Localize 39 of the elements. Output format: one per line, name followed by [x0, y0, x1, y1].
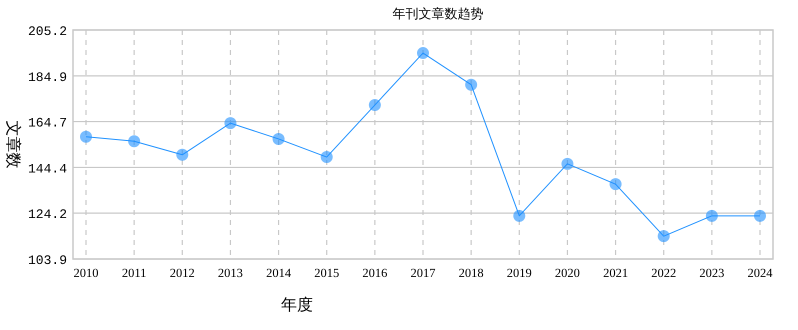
- point: [176, 148, 188, 161]
- point: [658, 230, 670, 242]
- point: [272, 132, 285, 145]
- point: [465, 78, 478, 91]
- x-tick-label: 2014: [266, 266, 292, 280]
- x-tick-label: 2016: [362, 266, 388, 280]
- point: [128, 135, 140, 148]
- x-tick-label: 2021: [603, 266, 628, 280]
- point: [224, 117, 236, 130]
- point: [754, 210, 766, 222]
- x-tick-label: 2015: [314, 266, 340, 280]
- y-tick-label: 144.4: [28, 161, 68, 176]
- point: [513, 210, 526, 222]
- y-tick-label: 184.9: [28, 70, 67, 85]
- x-tick-label: 2023: [699, 266, 724, 280]
- y-tick-label: 164.7: [28, 116, 67, 131]
- y-tick-label: 205.2: [28, 24, 67, 39]
- x-tick-label: 2018: [458, 266, 484, 280]
- x-tick-label: 2020: [554, 266, 580, 280]
- x-tick-label: 2019: [506, 266, 532, 280]
- x-axis-title: 年度: [281, 296, 313, 314]
- x-tick-label: 2013: [218, 266, 243, 280]
- point: [368, 99, 381, 112]
- chart-title: 年刊文章数趋势: [392, 6, 484, 21]
- x-tick-label: 2012: [170, 266, 195, 280]
- y-tick-label: 103.9: [28, 253, 67, 268]
- y-axis-title: 文章数: [4, 120, 22, 168]
- x-tick-label: 2022: [651, 266, 676, 280]
- point: [417, 47, 429, 60]
- point: [706, 210, 718, 222]
- x-tick-label: 2010: [74, 266, 98, 280]
- x-tick-label: 2017: [410, 266, 436, 280]
- x-tick-label: 2011: [122, 266, 146, 280]
- y-tick-label: 124.2: [28, 207, 67, 222]
- point: [610, 178, 622, 190]
- point: [561, 158, 574, 170]
- point: [80, 130, 92, 143]
- point: [320, 151, 333, 164]
- x-tick-label: 2024: [748, 266, 774, 280]
